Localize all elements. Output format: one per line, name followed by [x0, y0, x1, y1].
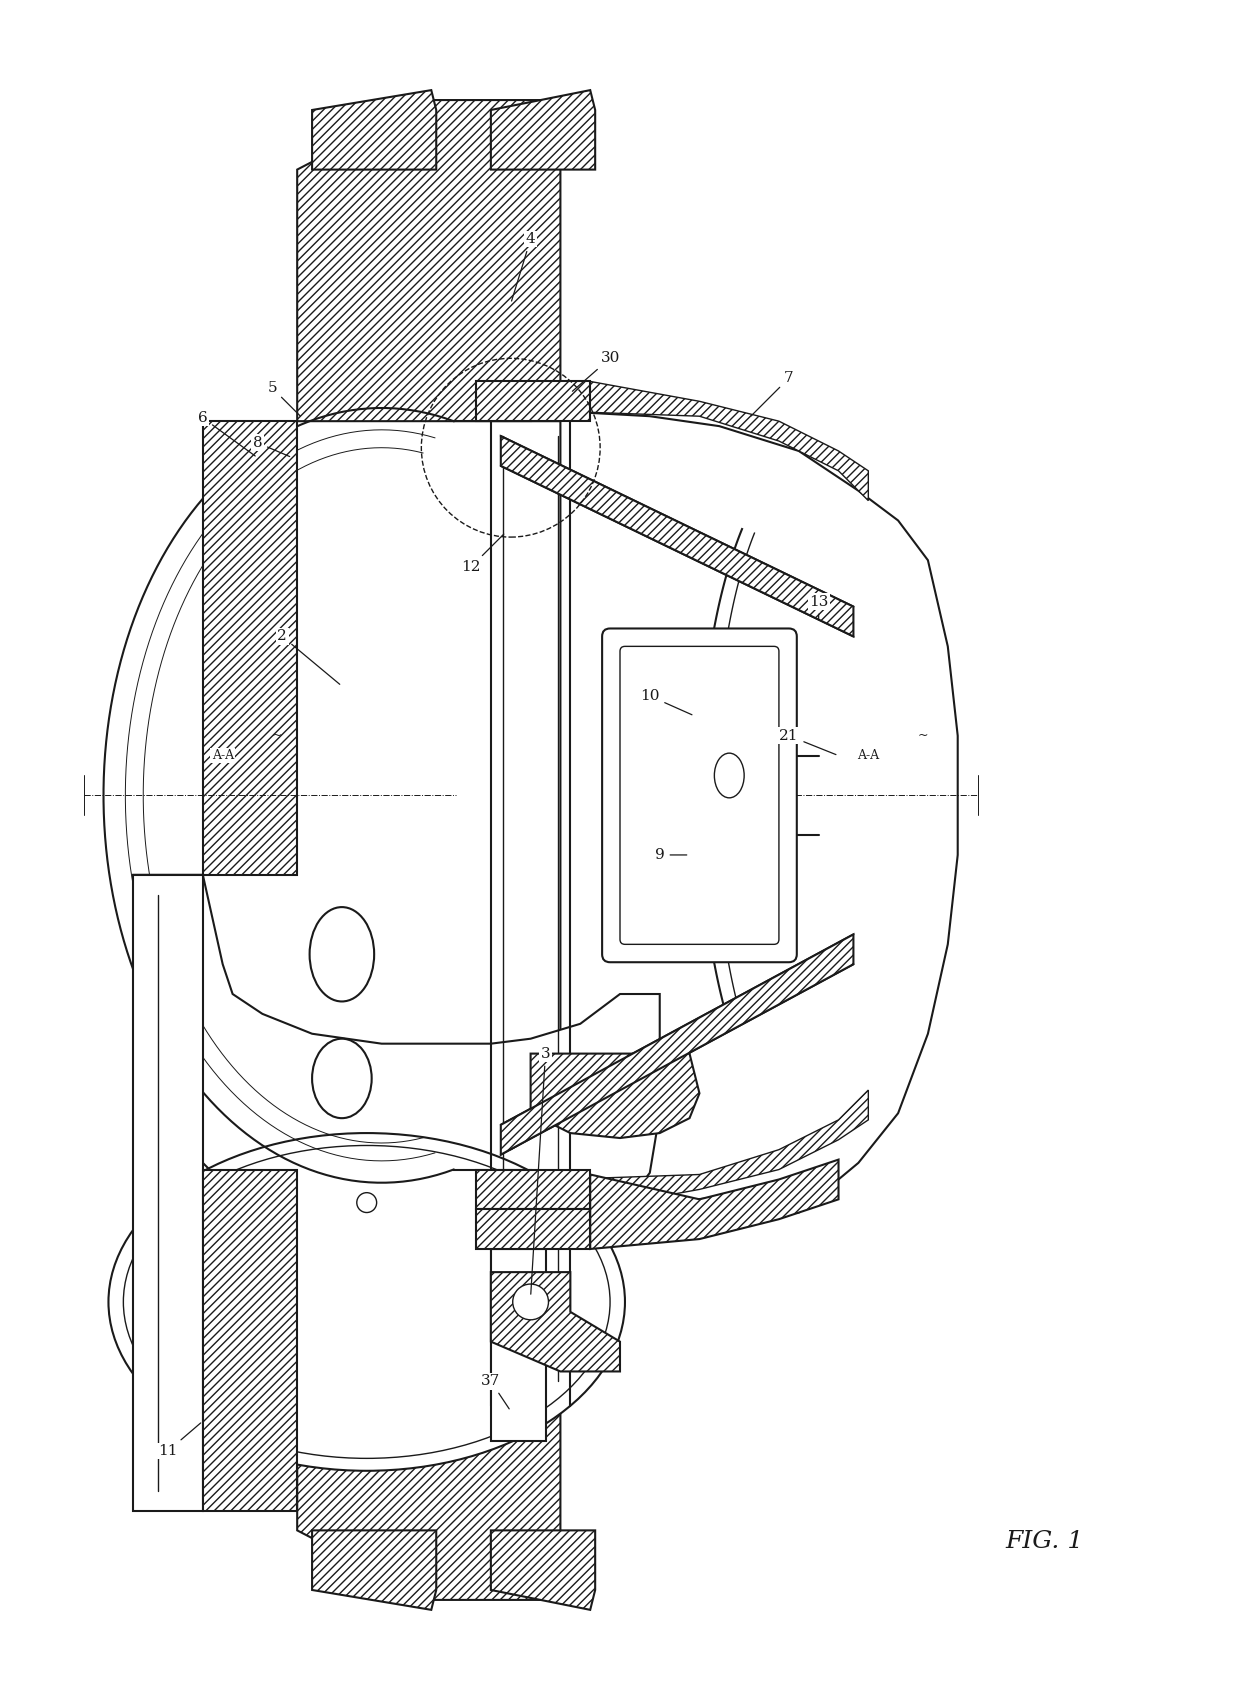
- Text: 9: 9: [655, 848, 687, 863]
- Polygon shape: [203, 420, 298, 875]
- Text: ~: ~: [918, 729, 929, 742]
- Text: 13: 13: [808, 595, 828, 619]
- Circle shape: [357, 1193, 377, 1212]
- Polygon shape: [133, 875, 203, 1510]
- Text: 12: 12: [461, 534, 503, 575]
- Polygon shape: [312, 1531, 436, 1610]
- Polygon shape: [476, 381, 590, 420]
- Text: 6: 6: [198, 410, 255, 456]
- Polygon shape: [590, 1159, 838, 1249]
- Polygon shape: [491, 1249, 546, 1441]
- Polygon shape: [531, 1054, 699, 1137]
- FancyBboxPatch shape: [603, 629, 797, 963]
- Polygon shape: [312, 90, 436, 170]
- Polygon shape: [298, 100, 560, 420]
- Polygon shape: [560, 412, 957, 1212]
- FancyBboxPatch shape: [620, 646, 779, 944]
- Ellipse shape: [310, 907, 374, 1002]
- Text: 7: 7: [751, 371, 794, 415]
- Polygon shape: [298, 1170, 560, 1600]
- Text: 11: 11: [159, 1422, 201, 1458]
- Polygon shape: [491, 1273, 620, 1371]
- Ellipse shape: [312, 1039, 372, 1119]
- Text: 8: 8: [253, 436, 290, 456]
- Polygon shape: [560, 381, 868, 500]
- Text: 21: 21: [779, 729, 836, 754]
- Text: FIG. 1: FIG. 1: [1006, 1529, 1084, 1553]
- Text: 4: 4: [512, 232, 536, 302]
- Ellipse shape: [714, 753, 744, 798]
- Text: 5: 5: [268, 381, 300, 415]
- Polygon shape: [501, 934, 853, 1154]
- Polygon shape: [560, 1090, 868, 1209]
- Polygon shape: [476, 1209, 590, 1249]
- Text: 2: 2: [278, 629, 340, 685]
- Text: A-A: A-A: [212, 749, 234, 763]
- Circle shape: [512, 1285, 548, 1320]
- Polygon shape: [491, 1531, 595, 1610]
- Ellipse shape: [123, 1146, 610, 1458]
- Text: A-A: A-A: [857, 749, 879, 763]
- Text: 3: 3: [531, 1046, 551, 1295]
- Polygon shape: [501, 436, 853, 636]
- Polygon shape: [476, 1170, 590, 1209]
- Polygon shape: [491, 90, 595, 170]
- Polygon shape: [203, 1170, 298, 1510]
- Polygon shape: [133, 875, 660, 1268]
- Text: 37: 37: [481, 1375, 510, 1409]
- Ellipse shape: [108, 1132, 625, 1471]
- Text: 10: 10: [640, 690, 692, 715]
- Text: 30: 30: [573, 351, 620, 392]
- Text: ~: ~: [272, 729, 283, 742]
